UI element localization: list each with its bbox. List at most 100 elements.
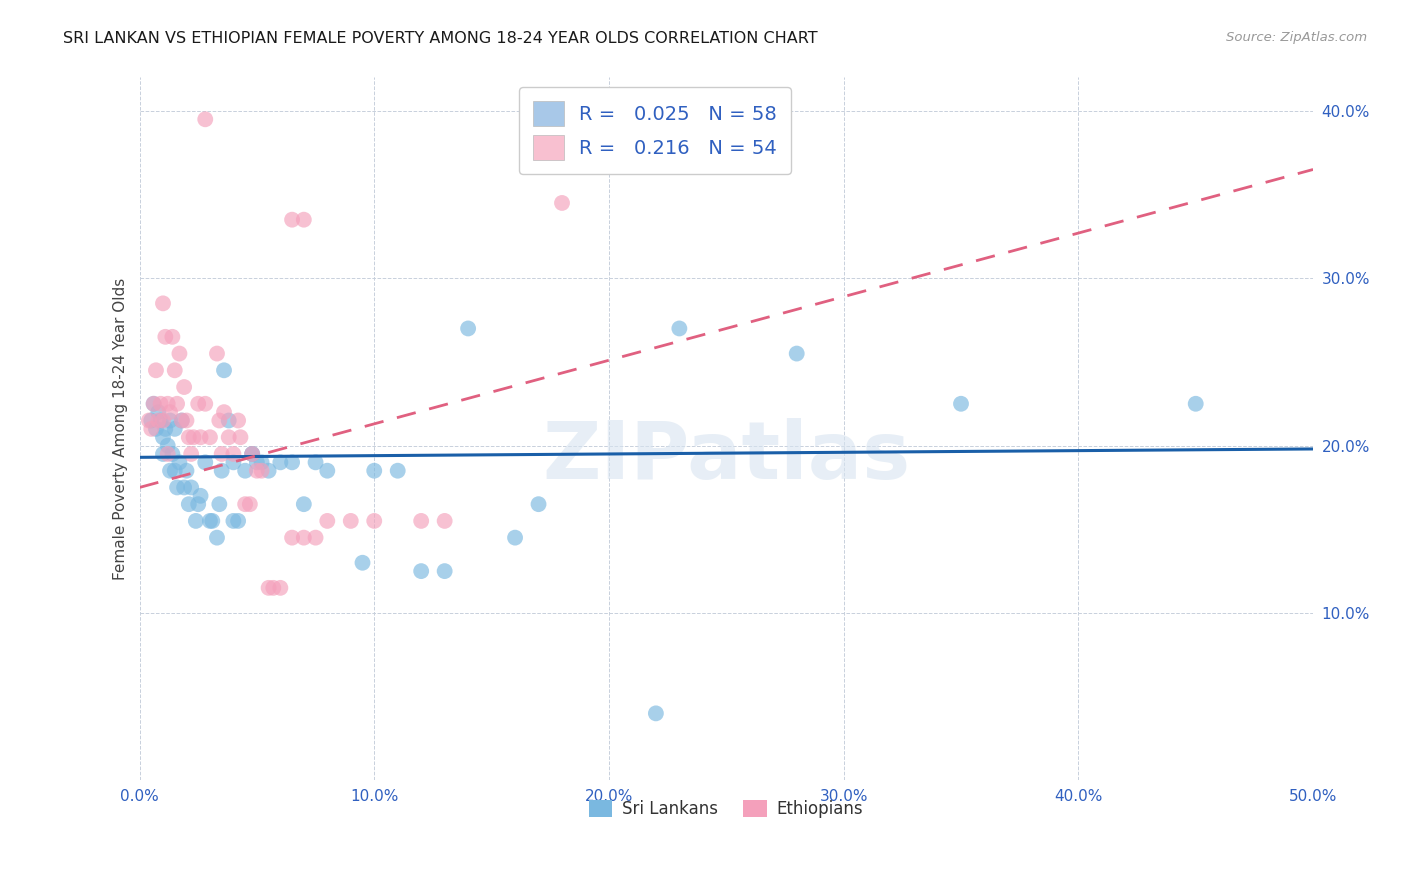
Point	[212, 405, 235, 419]
Point	[292, 497, 315, 511]
Point	[159, 464, 181, 478]
Point	[262, 581, 284, 595]
Point	[229, 430, 252, 444]
Point	[257, 464, 280, 478]
Point	[363, 464, 385, 478]
Point	[141, 413, 163, 427]
Point	[138, 413, 160, 427]
Point	[433, 564, 456, 578]
Point	[239, 497, 262, 511]
Point	[281, 455, 304, 469]
Point	[240, 447, 263, 461]
Point	[304, 455, 326, 469]
Point	[668, 321, 690, 335]
Text: Source: ZipAtlas.com: Source: ZipAtlas.com	[1226, 31, 1367, 45]
Point	[169, 455, 191, 469]
Point	[152, 430, 174, 444]
Point	[363, 514, 385, 528]
Point	[162, 330, 184, 344]
Point	[233, 464, 256, 478]
Point	[145, 422, 167, 436]
Point	[222, 514, 245, 528]
Point	[180, 480, 202, 494]
Point	[246, 455, 269, 469]
Point	[148, 405, 170, 419]
Point	[269, 581, 291, 595]
Point	[163, 363, 186, 377]
Point	[142, 397, 165, 411]
Point	[142, 397, 165, 411]
Point	[190, 430, 212, 444]
Point	[156, 447, 179, 461]
Point	[211, 447, 233, 461]
Point	[212, 363, 235, 377]
Point	[184, 514, 207, 528]
Point	[173, 380, 195, 394]
Point	[177, 430, 200, 444]
Point	[145, 363, 167, 377]
Point	[152, 413, 174, 427]
Point	[503, 531, 526, 545]
Point	[183, 430, 205, 444]
Point	[226, 413, 249, 427]
Point	[240, 447, 263, 461]
Point	[233, 497, 256, 511]
Point	[240, 447, 263, 461]
Point	[163, 464, 186, 478]
Point	[281, 531, 304, 545]
Point	[222, 447, 245, 461]
Point	[187, 397, 209, 411]
Text: ZIPatlas: ZIPatlas	[543, 418, 911, 496]
Point	[387, 464, 409, 478]
Point	[155, 330, 177, 344]
Point	[950, 397, 973, 411]
Point	[170, 413, 193, 427]
Point	[166, 480, 188, 494]
Point	[194, 455, 217, 469]
Point	[159, 405, 181, 419]
Point	[257, 581, 280, 595]
Point	[190, 489, 212, 503]
Point	[411, 564, 433, 578]
Point	[205, 346, 228, 360]
Point	[163, 422, 186, 436]
Point	[226, 514, 249, 528]
Point	[292, 531, 315, 545]
Point	[159, 413, 181, 427]
Text: SRI LANKAN VS ETHIOPIAN FEMALE POVERTY AMONG 18-24 YEAR OLDS CORRELATION CHART: SRI LANKAN VS ETHIOPIAN FEMALE POVERTY A…	[63, 31, 818, 46]
Point	[198, 514, 221, 528]
Point	[149, 397, 172, 411]
Point	[457, 321, 479, 335]
Point	[177, 497, 200, 511]
Point	[148, 413, 170, 427]
Point	[194, 397, 217, 411]
Point	[218, 430, 240, 444]
Point	[149, 413, 172, 427]
Point	[352, 556, 374, 570]
Point	[208, 413, 231, 427]
Point	[169, 346, 191, 360]
Point	[152, 296, 174, 310]
Point	[156, 439, 179, 453]
Point	[156, 397, 179, 411]
Point	[211, 464, 233, 478]
Point	[1184, 397, 1206, 411]
Legend: Sri Lankans, Ethiopians: Sri Lankans, Ethiopians	[582, 793, 870, 825]
Point	[141, 422, 163, 436]
Point	[316, 464, 339, 478]
Point	[339, 514, 361, 528]
Point	[218, 413, 240, 427]
Point	[433, 514, 456, 528]
Point	[786, 346, 808, 360]
Point	[250, 464, 273, 478]
Y-axis label: Female Poverty Among 18-24 Year Olds: Female Poverty Among 18-24 Year Olds	[114, 277, 128, 580]
Point	[292, 212, 315, 227]
Point	[176, 464, 198, 478]
Point	[644, 706, 666, 721]
Point	[152, 447, 174, 461]
Point	[316, 514, 339, 528]
Point	[208, 497, 231, 511]
Point	[551, 196, 574, 211]
Point	[304, 531, 326, 545]
Point	[269, 455, 291, 469]
